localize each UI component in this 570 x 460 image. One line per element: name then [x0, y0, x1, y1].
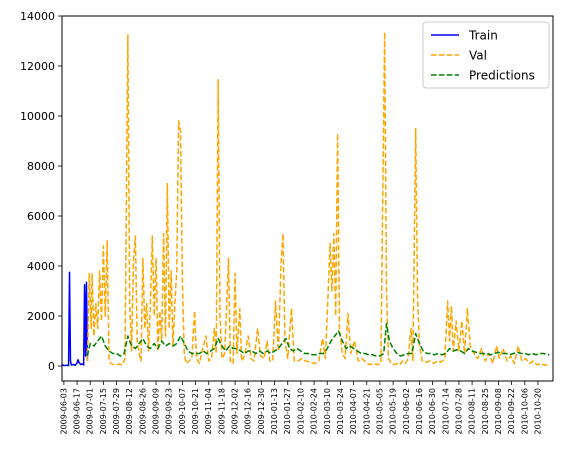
y-tick-label: 2000: [27, 310, 55, 323]
x-tick-label: 2010-01-27: [283, 388, 292, 435]
x-tick-label: 2009-12-02: [231, 388, 240, 435]
y-tick-label: 8000: [27, 160, 55, 173]
x-tick-label: 2010-01-13: [270, 388, 279, 435]
x-tick-label: 2010-07-14: [441, 388, 450, 435]
x-tick-label: 2010-03-24: [336, 388, 345, 435]
x-tick-label: 2010-10-20: [533, 388, 542, 435]
x-tick-label: 2009-07-01: [86, 388, 95, 435]
x-tick-label: 2010-09-22: [507, 388, 516, 435]
x-tick-label: 2010-02-24: [310, 388, 319, 435]
legend-label-predictions: Predictions: [469, 69, 535, 83]
legend: Train Val Predictions: [422, 21, 550, 89]
series-layer: [62, 31, 550, 367]
x-tick-label: 2009-11-18: [217, 388, 226, 435]
y-tick-label: 14000: [20, 10, 55, 23]
x-tick-label: 2009-09-23: [165, 388, 174, 435]
x-tick-label: 2010-05-19: [389, 388, 398, 435]
x-tick-label: 2010-07-28: [454, 388, 463, 435]
legend-box: [422, 21, 550, 89]
x-tick-label: 2009-10-07: [178, 388, 187, 435]
x-tick-label: 2010-08-25: [481, 388, 490, 435]
plot-frame: [61, 15, 554, 382]
x-tick-label: 2009-09-09: [152, 388, 161, 435]
x-tick-label: 2009-07-15: [99, 388, 108, 435]
y-tick-label: 12000: [20, 60, 55, 73]
x-tick-label: 2010-09-08: [494, 388, 503, 435]
x-tick-label: 2009-08-12: [125, 388, 134, 435]
y-tick-label: 10000: [20, 110, 55, 123]
x-tick-label: 2009-08-26: [138, 388, 147, 435]
x-tick-label: 2010-05-05: [375, 388, 384, 435]
x-tick-label: 2010-06-02: [402, 388, 411, 435]
y-tick-label: 4000: [27, 260, 55, 273]
x-tick-label: 2010-08-11: [468, 388, 477, 435]
legend-label-train: Train: [468, 29, 498, 43]
x-tick-label: 2010-02-10: [296, 388, 305, 435]
x-tick-label: 2010-04-07: [349, 388, 358, 435]
y-axis: 0 2000 4000 6000 8000 10000 12000 14000: [20, 10, 62, 373]
x-tick-label: 2010-06-30: [428, 388, 437, 435]
y-tick-label: 0: [48, 360, 55, 373]
x-tick-label: 2010-06-16: [415, 388, 424, 435]
x-tick-label: 2010-10-06: [520, 388, 529, 435]
series-val-line: [86, 31, 550, 366]
series-train-line: [62, 271, 89, 367]
x-tick-label: 2010-04-21: [362, 388, 371, 435]
x-tick-label: 2009-12-16: [244, 388, 253, 435]
y-tick-label: 6000: [27, 210, 55, 223]
x-tick-label: 2009-10-21: [191, 388, 200, 435]
x-tick-label: 2010-03-10: [323, 388, 332, 435]
x-tick-label: 2009-06-03: [59, 388, 68, 435]
x-tick-label: 2009-07-29: [112, 388, 121, 435]
series-predictions-line: [86, 322, 550, 357]
x-tick-label: 2009-06-17: [73, 388, 82, 435]
x-axis: 2009-06-03 2009-06-17 2009-07-01 2009-07-15…: [59, 381, 542, 435]
x-tick-label: 2009-11-04: [204, 388, 213, 435]
x-tick-label: 2009-12-30: [257, 388, 266, 435]
legend-label-val: Val: [469, 49, 487, 63]
